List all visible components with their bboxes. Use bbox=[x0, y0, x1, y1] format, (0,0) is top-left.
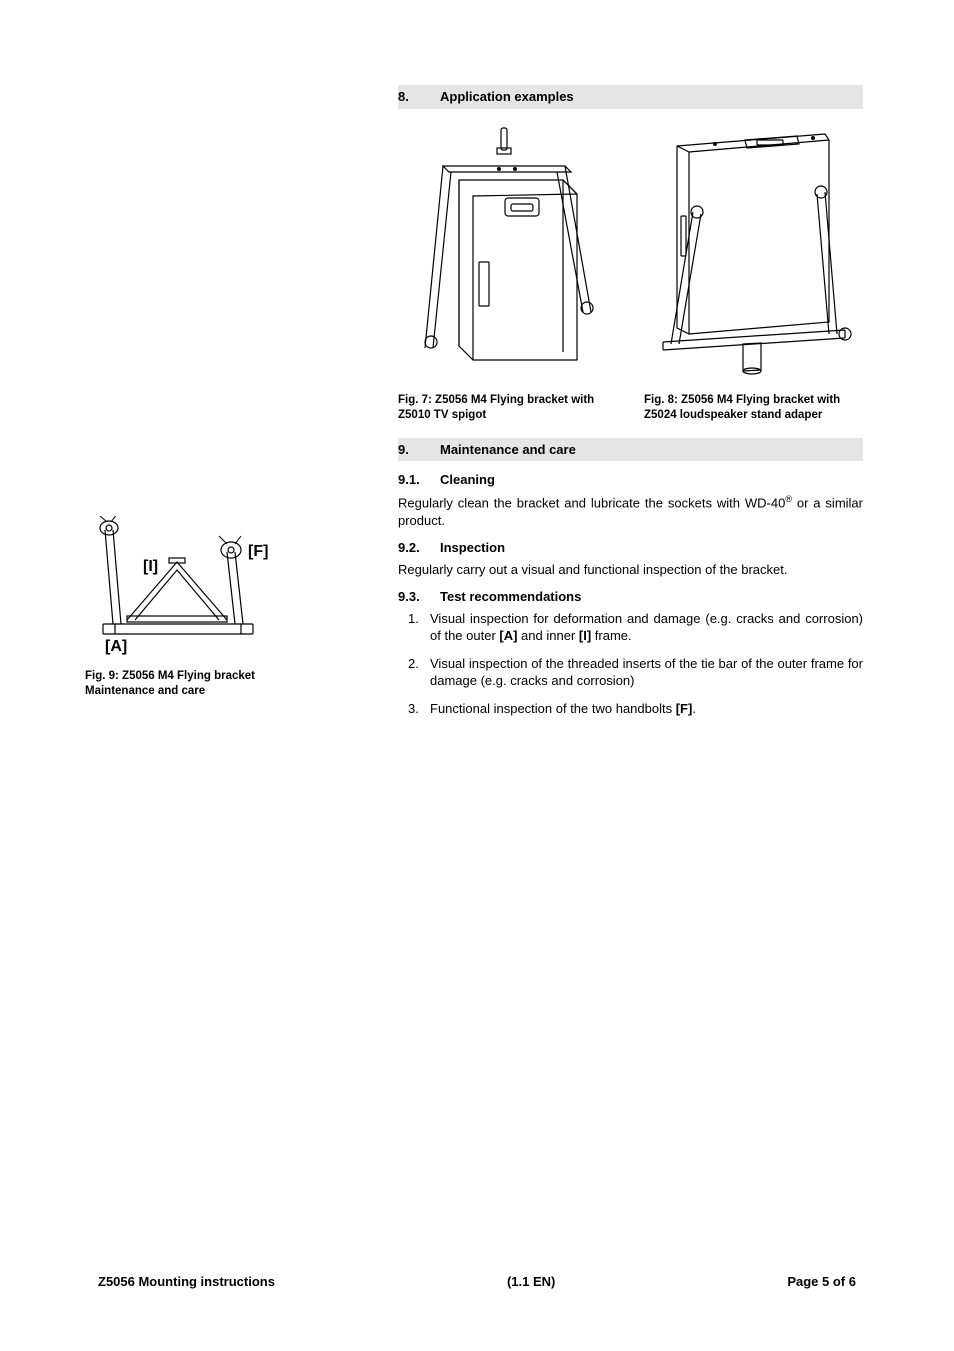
test-item-3: Functional inspection of the two handbol… bbox=[398, 700, 863, 718]
t1-e: frame. bbox=[591, 628, 631, 643]
document-page: [F] [I] [A] Fig. 9: Z5056 M4 Flying brac… bbox=[0, 0, 954, 1351]
subsection-9-1-header: 9.1. Cleaning bbox=[398, 471, 863, 489]
figure-8: Fig. 8: Z5056 M4 Flying bracket with Z50… bbox=[644, 117, 864, 424]
sub91-text: Regularly clean the bracket and lubricat… bbox=[398, 493, 863, 529]
t3-c: . bbox=[692, 701, 696, 716]
fig9-illustration: [F] [I] [A] bbox=[85, 516, 365, 661]
test-item-1: Visual inspection for deformation and da… bbox=[398, 610, 863, 645]
section-9-title: Maintenance and care bbox=[440, 441, 576, 459]
t3-a: Functional inspection of the two handbol… bbox=[430, 701, 676, 716]
page-footer: Z5056 Mounting instructions (1.1 EN) Pag… bbox=[98, 1273, 856, 1291]
t1-c: and inner bbox=[517, 628, 578, 643]
subsection-9-2-header: 9.2. Inspection bbox=[398, 539, 863, 557]
fig7-illustration bbox=[398, 117, 618, 387]
sub91-text-before: Regularly clean the bracket and lubricat… bbox=[398, 495, 785, 510]
fig8-illustration bbox=[644, 117, 864, 387]
section-8-header: 8. Application examples bbox=[398, 85, 863, 109]
test-item-2: Visual inspection of the threaded insert… bbox=[398, 655, 863, 690]
section-8-title: Application examples bbox=[440, 88, 574, 106]
sub91-title: Cleaning bbox=[440, 471, 495, 489]
footer-right: Page 5 of 6 bbox=[787, 1273, 856, 1291]
sub92-number: 9.2. bbox=[398, 539, 440, 557]
t3-b: [F] bbox=[676, 701, 693, 716]
figure-7: Fig. 7: Z5056 M4 Flying bracket with Z50… bbox=[398, 117, 618, 424]
sidebar-figure-9: [F] [I] [A] Fig. 9: Z5056 M4 Flying brac… bbox=[85, 516, 365, 700]
fig9-label-I: [I] bbox=[143, 558, 158, 575]
t1-a: Visual inspection for deformation and da… bbox=[430, 611, 863, 644]
subsection-9-3-header: 9.3. Test recommendations bbox=[398, 588, 863, 606]
sub93-number: 9.3. bbox=[398, 588, 440, 606]
sub93-title: Test recommendations bbox=[440, 588, 581, 606]
fig7-caption: Fig. 7: Z5056 M4 Flying bracket with Z50… bbox=[398, 393, 618, 424]
fig9-label-A: [A] bbox=[105, 638, 127, 655]
sub92-title: Inspection bbox=[440, 539, 505, 557]
t1-d: [I] bbox=[579, 628, 591, 643]
footer-center: (1.1 EN) bbox=[507, 1273, 555, 1291]
section-9-header: 9. Maintenance and care bbox=[398, 438, 863, 462]
sub92-text: Regularly carry out a visual and functio… bbox=[398, 561, 863, 579]
fig9-label-F: [F] bbox=[248, 543, 268, 560]
registered-mark: ® bbox=[785, 494, 792, 504]
section-8-number: 8. bbox=[398, 88, 440, 106]
t1-b: [A] bbox=[499, 628, 517, 643]
footer-left: Z5056 Mounting instructions bbox=[98, 1273, 275, 1291]
fig9-caption: Fig. 9: Z5056 M4 Flying bracket Maintena… bbox=[85, 669, 300, 700]
figure-row: Fig. 7: Z5056 M4 Flying bracket with Z50… bbox=[398, 117, 863, 424]
test-recommendations-list: Visual inspection for deformation and da… bbox=[398, 610, 863, 718]
sub91-number: 9.1. bbox=[398, 471, 440, 489]
fig8-caption: Fig. 8: Z5056 M4 Flying bracket with Z50… bbox=[644, 393, 864, 424]
main-content: 8. Application examples bbox=[398, 85, 863, 717]
section-9-number: 9. bbox=[398, 441, 440, 459]
